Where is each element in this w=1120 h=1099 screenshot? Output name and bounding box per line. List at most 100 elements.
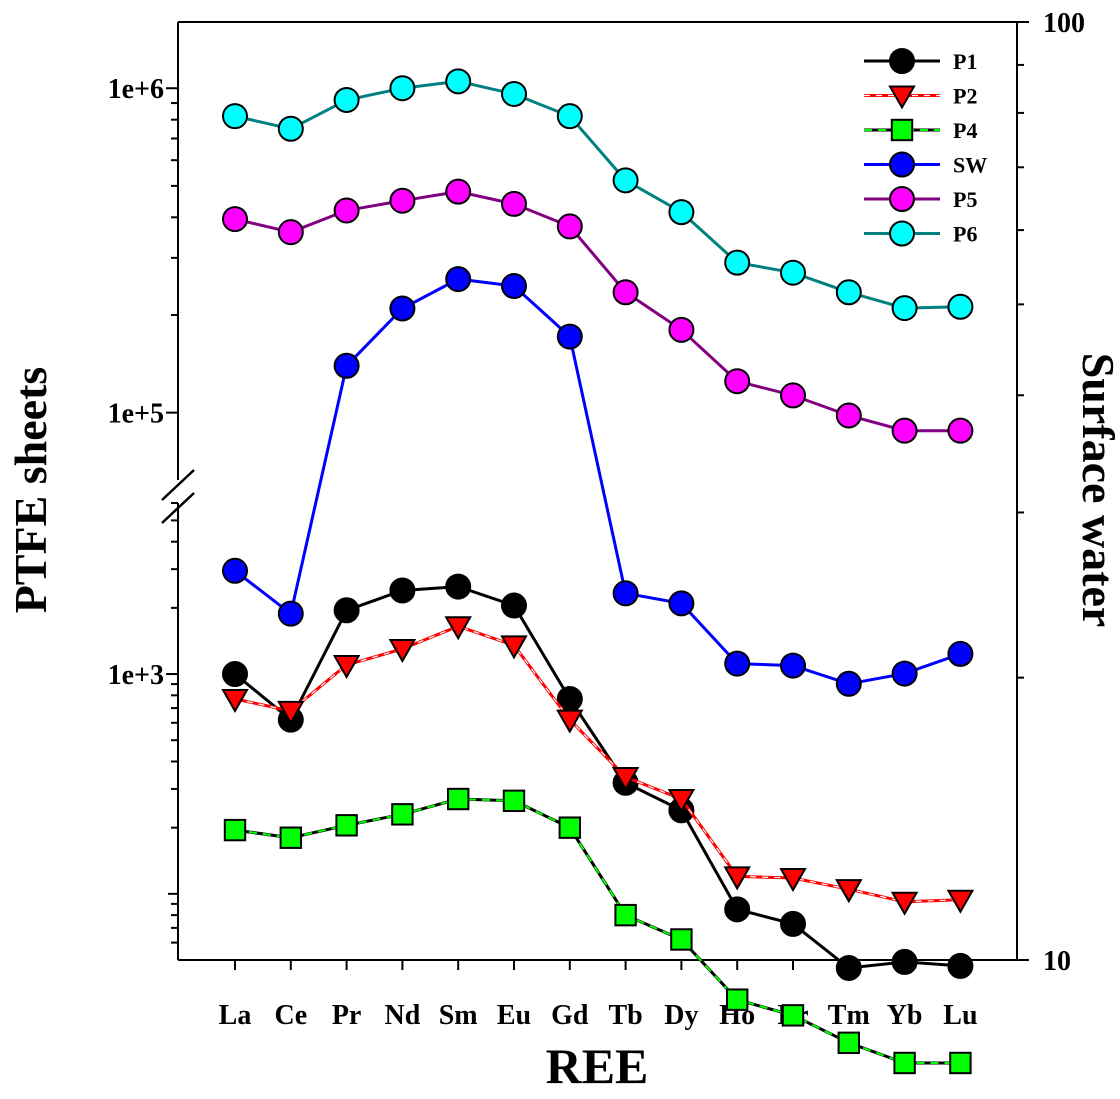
axis-break-mark [161,469,195,501]
x-tick-label: Dy [664,1000,698,1031]
data-point [614,903,637,927]
legend-item-p2: P2 [864,84,977,110]
x-tick-label: Gd [551,1000,589,1031]
data-point [333,197,360,224]
data-point [780,382,806,409]
legend-label: P6 [953,222,977,247]
data-point [558,816,581,839]
data-point [388,638,417,664]
data-point [500,635,528,660]
data-point [723,866,751,891]
data-point [668,590,695,617]
legend-item-p4: P4 [864,118,977,143]
y-left-tick-label: 1e+5 [108,399,164,430]
data-point [949,1051,972,1075]
data-point [947,293,974,320]
x-tick-label: Ce [274,1000,307,1031]
data-point [780,910,806,937]
series-sw [222,266,974,697]
x-tick-label: Tm [828,1000,870,1031]
data-point [780,259,806,286]
data-point [221,688,249,714]
axes [161,21,1018,961]
y-axis-left-title: PTFE sheets [5,367,56,614]
data-point [222,206,248,233]
legend-label: P2 [953,84,977,109]
legend-label: P4 [953,118,977,143]
x-tick-label: Nd [385,1000,421,1031]
data-point [947,952,974,979]
series [221,68,975,1075]
data-point [611,767,640,792]
data-point [389,295,416,322]
series-p2 [221,616,975,916]
data-point [447,787,470,811]
legend-marker [889,186,915,212]
x-tick-label: Eu [497,1000,531,1031]
data-point [445,573,472,600]
data-point [612,167,639,194]
data-point [891,660,918,687]
legend-label: P5 [953,187,977,212]
series-p4 [223,787,972,1075]
data-point [668,199,695,226]
data-point [556,103,583,130]
data-point [890,891,919,916]
data-point [780,652,806,679]
data-point [279,826,303,849]
series-p6 [222,68,974,322]
legend-item-sw: SW [864,151,987,178]
data-point [389,187,416,214]
data-point [332,654,361,679]
series-p1 [222,573,974,981]
data-point [947,640,974,667]
data-point [502,789,526,813]
data-point [724,896,751,923]
data-point [222,661,248,688]
x-tick-label: Lu [943,1000,977,1031]
legend-label: SW [953,153,987,178]
data-point [670,928,693,951]
data-point [222,103,248,130]
data-point [724,650,751,677]
data-point [277,600,304,627]
data-point [277,700,305,725]
series-line [234,585,961,970]
data-point [333,352,360,379]
series-p5 [222,178,974,444]
data-point [335,814,358,837]
data-point [946,889,975,914]
data-point [445,178,472,205]
data-point [501,190,527,217]
data-point [893,1051,916,1075]
data-point [835,670,862,697]
ticks: 1e+31e+51e+610100LaCePrNdSmEuGdTbDyHoErT… [108,8,1085,1031]
data-point [333,86,360,113]
legend-item-p1: P1 [864,48,977,74]
legend-item-p5: P5 [864,186,977,212]
legend-label: P1 [953,49,977,74]
x-tick-label: Yb [887,1000,923,1031]
series-line [234,190,961,433]
y-right-tick-label: 10 [1043,946,1071,977]
x-axis-title: REE [546,1038,649,1094]
data-point [667,789,696,814]
data-point [612,279,639,306]
data-point [501,273,527,300]
axis-break-mark [161,492,195,524]
series-line [234,277,961,686]
data-point [668,316,695,343]
data-point [501,80,527,107]
data-point [444,616,472,641]
x-tick-label: La [219,1000,252,1031]
data-point [835,279,862,306]
data-point [222,557,248,584]
legend-marker [889,220,915,247]
data-point [445,266,472,293]
legend-item-p6: P6 [864,220,977,247]
x-tick-label: Sm [439,1000,478,1031]
data-point [277,219,304,246]
data-point [891,417,918,444]
data-point [724,249,751,276]
